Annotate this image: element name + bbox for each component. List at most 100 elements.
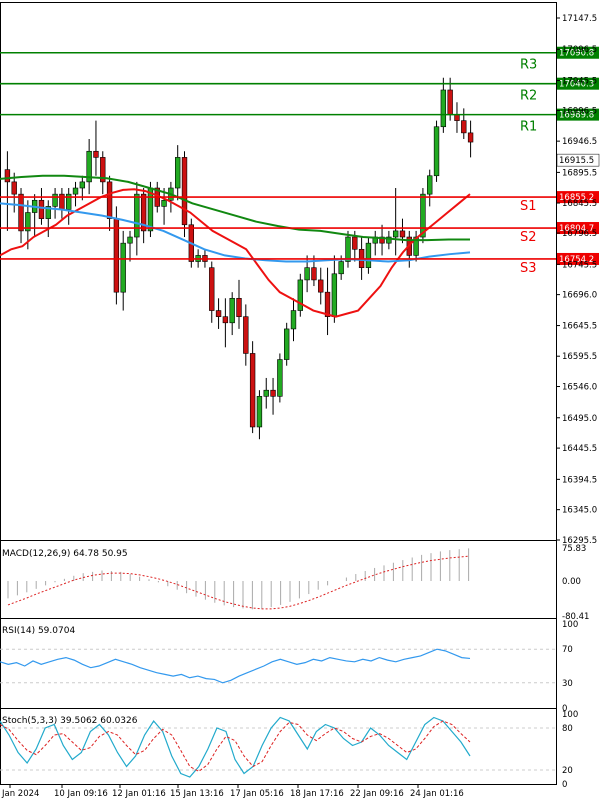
price-tick-label: 16546.0 bbox=[562, 383, 597, 393]
rsi-tick-label: 30 bbox=[562, 679, 573, 689]
candle-body bbox=[263, 389, 269, 397]
candle-body bbox=[256, 396, 263, 428]
stoch-d-line bbox=[0, 720, 471, 772]
rsi-tick-label: 0 bbox=[562, 704, 567, 714]
candle-body bbox=[11, 181, 17, 195]
candle-body bbox=[277, 359, 283, 397]
candle-body bbox=[209, 267, 215, 311]
candle-body bbox=[175, 157, 181, 189]
candle-body bbox=[140, 193, 147, 232]
stoch-tick-label: 0 bbox=[562, 780, 567, 790]
ma-line bbox=[0, 174, 470, 242]
level-name: S1 bbox=[520, 199, 537, 214]
level-name: R3 bbox=[520, 58, 537, 73]
macd-tick-label: -80.41 bbox=[562, 612, 589, 622]
candle-body bbox=[222, 316, 229, 324]
level-price-label: 16804.7 bbox=[559, 224, 594, 234]
price-tick-label: 16645.5 bbox=[562, 322, 597, 332]
price-tick-label: 16394.5 bbox=[562, 475, 597, 485]
ma-line bbox=[0, 202, 471, 263]
candle-body bbox=[324, 291, 331, 317]
candle-body bbox=[352, 236, 358, 250]
candle-body bbox=[440, 89, 447, 128]
candle-body bbox=[236, 297, 242, 317]
candle-body bbox=[72, 187, 79, 195]
level-price-tag bbox=[557, 191, 599, 204]
stoch-tick-label: 20 bbox=[562, 766, 573, 776]
candle-body bbox=[127, 236, 133, 244]
candle-body bbox=[38, 199, 45, 219]
panel-frame bbox=[0, 618, 557, 709]
candle-body bbox=[113, 218, 120, 293]
time-label: 17 Jan 05:16 bbox=[230, 789, 284, 798]
price-tick-label: 16845.5 bbox=[562, 199, 597, 209]
price-tick-label: 16495.0 bbox=[562, 414, 597, 424]
candles bbox=[4, 77, 474, 440]
candle-body bbox=[413, 236, 419, 256]
candle-body bbox=[427, 175, 433, 195]
level-price-label: 17090.8 bbox=[559, 49, 594, 59]
panel-frame bbox=[0, 708, 557, 785]
candle-body bbox=[283, 328, 290, 360]
rsi-label: RSI(14) 59.0704 bbox=[2, 626, 75, 636]
level-name: R2 bbox=[520, 89, 537, 104]
price-tick-label: 16895.5 bbox=[562, 168, 597, 178]
candle-body bbox=[386, 236, 392, 244]
candle-body bbox=[4, 169, 11, 183]
level-price-tag bbox=[557, 46, 599, 59]
candle-body bbox=[120, 242, 126, 293]
candle-body bbox=[134, 193, 140, 238]
candle-body bbox=[181, 157, 188, 226]
stoch-tick-label: 80 bbox=[562, 724, 573, 734]
candle-body bbox=[215, 310, 222, 317]
macd-tick-label: 75.83 bbox=[562, 544, 586, 554]
level-name: S3 bbox=[520, 261, 537, 276]
price-tick-label: 16345.0 bbox=[562, 506, 597, 516]
candle-body bbox=[161, 199, 167, 207]
panel-frames bbox=[0, 2, 557, 785]
candle-body bbox=[467, 132, 474, 143]
current-price-label: 16915.5 bbox=[559, 156, 594, 166]
price-tick-label: 17045.5 bbox=[562, 76, 597, 86]
candle-body bbox=[399, 230, 406, 238]
price-tick-label: 16445.5 bbox=[562, 444, 597, 454]
price-tick-label: 16745.5 bbox=[562, 260, 597, 270]
current-price-tag bbox=[556, 153, 600, 167]
rsi-tick-label: 100 bbox=[562, 620, 578, 630]
candle-body bbox=[297, 279, 303, 311]
level-price-tag bbox=[557, 77, 599, 90]
time-axis: Jan 2024 10 Jan 09:16 12 Jan 01:16 15 Jan 1… bbox=[1, 784, 464, 798]
moving-averages bbox=[0, 174, 471, 318]
candle-body bbox=[45, 206, 51, 219]
candle-body bbox=[433, 126, 440, 177]
level-price-tag bbox=[557, 222, 599, 235]
candle-body bbox=[270, 389, 276, 397]
level-lines: R3 17090.8 R2 17040.3 R1 16989.8 S1 16855.2 S2 16… bbox=[0, 46, 600, 276]
level-price-label: 16754.2 bbox=[559, 255, 594, 265]
macd-panel: 75.83 0.00 -80.41 bbox=[7, 544, 589, 622]
candle-body bbox=[86, 150, 92, 183]
candle-body bbox=[379, 236, 385, 244]
candle-body bbox=[447, 89, 453, 115]
time-label: 10 Jan 09:16 bbox=[54, 789, 108, 798]
candle-body bbox=[18, 193, 24, 232]
candle-body bbox=[229, 297, 235, 324]
level-price-label: 16989.8 bbox=[559, 111, 594, 121]
candle-body bbox=[304, 267, 310, 281]
stoch-label: Stoch(5,3,3) 39.5062 60.0326 bbox=[2, 716, 138, 726]
price-tick-label: 17147.5 bbox=[562, 14, 597, 24]
candle-body bbox=[392, 230, 399, 238]
candle-body bbox=[52, 193, 58, 207]
time-label: Jan 2024 bbox=[1, 789, 39, 798]
time-label: 15 Jan 13:16 bbox=[170, 789, 224, 798]
price-tick-label: 16295.5 bbox=[562, 536, 597, 546]
candle-body bbox=[79, 181, 86, 189]
macd-label: MACD(12,26,9) 64.78 50.95 bbox=[2, 549, 128, 559]
stoch-k-line bbox=[0, 716, 471, 778]
candle-body bbox=[25, 212, 31, 232]
ma-line bbox=[0, 188, 471, 318]
candle-body bbox=[93, 150, 99, 158]
rsi-tick-label: 70 bbox=[562, 645, 573, 655]
level-price-label: 17040.3 bbox=[559, 80, 594, 90]
